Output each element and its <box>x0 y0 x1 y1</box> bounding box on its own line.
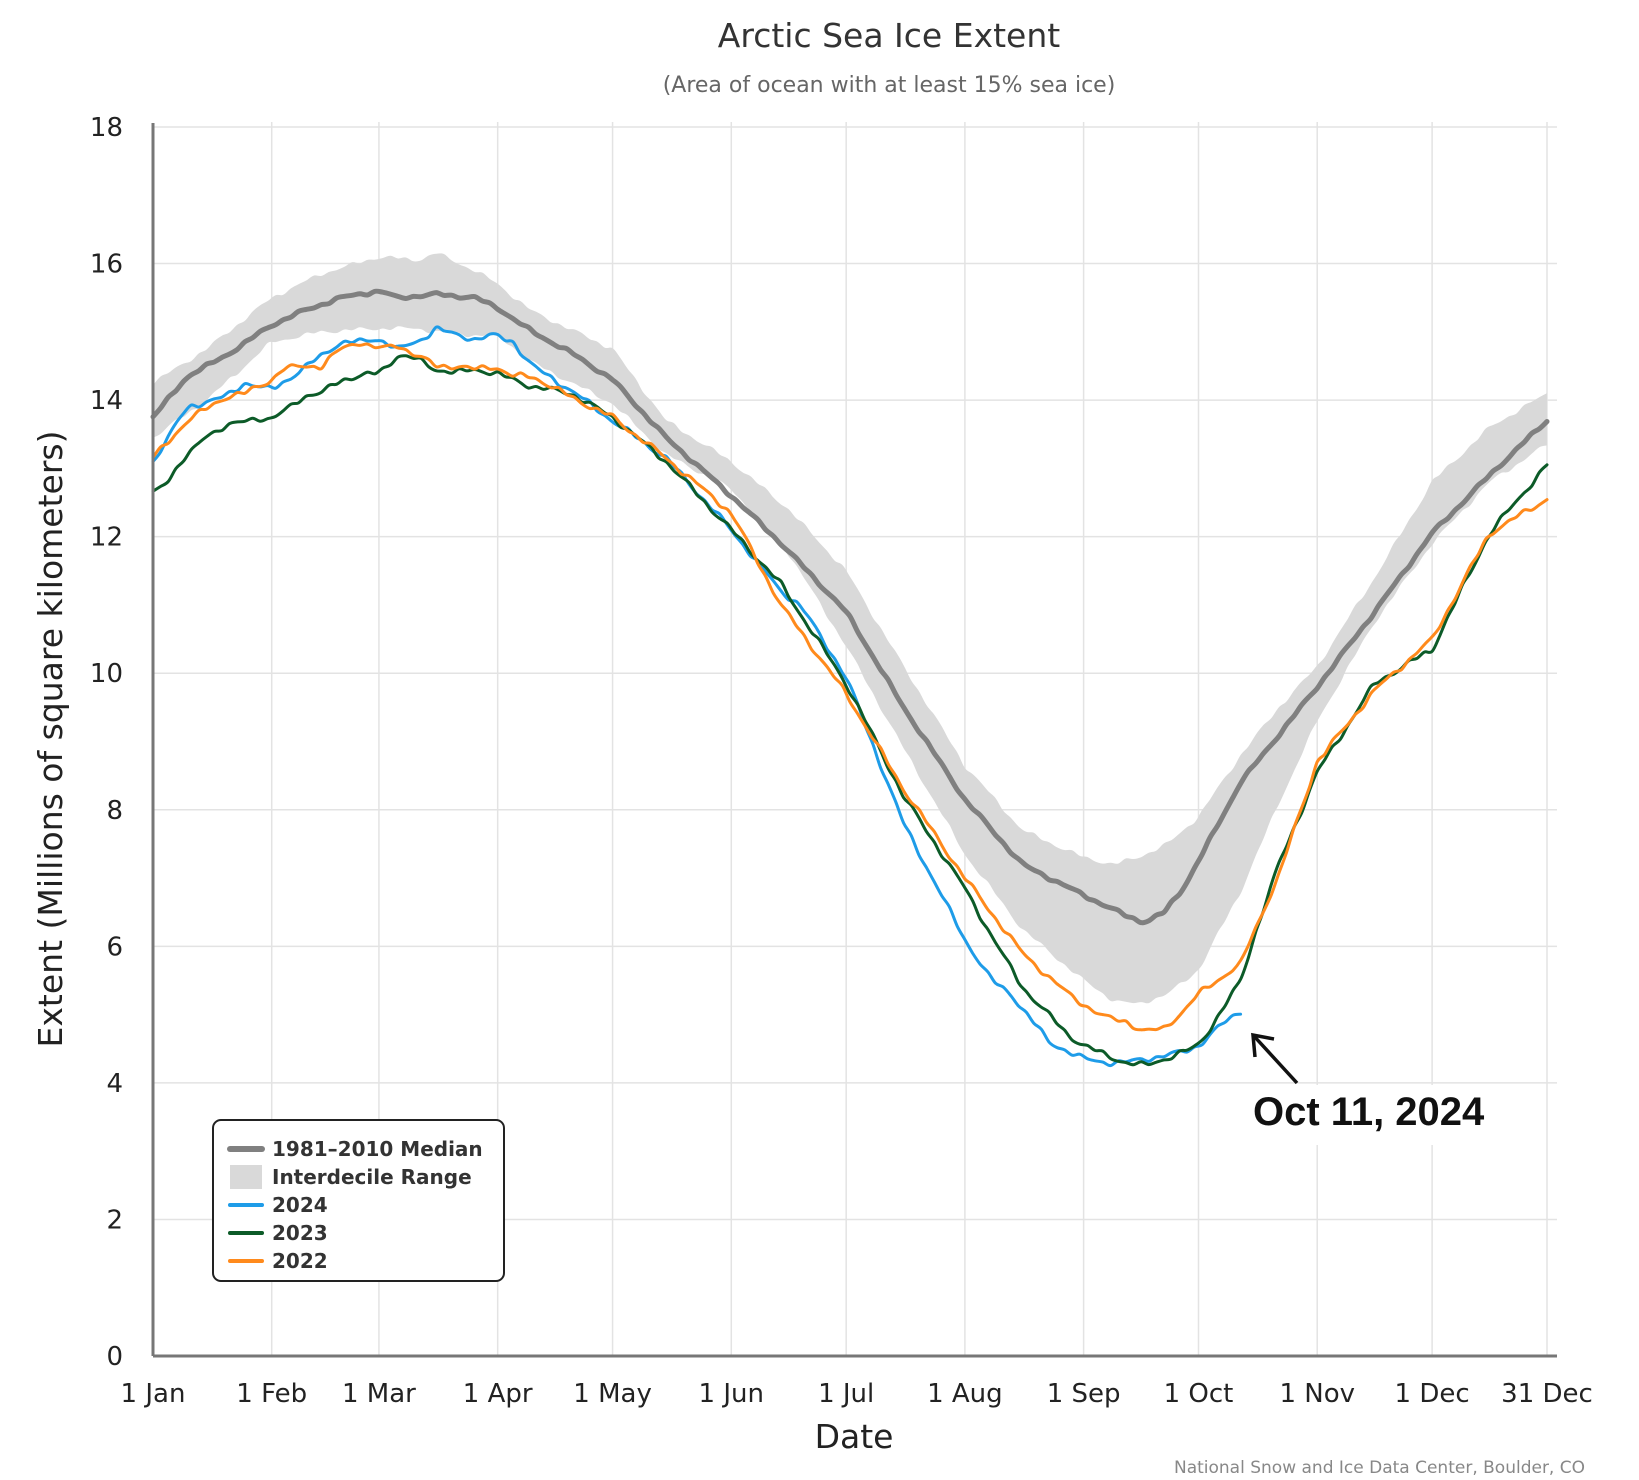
series-line-2023 <box>151 354 1549 1067</box>
y-tick-labels: 0 2 4 6 8 10 12 14 16 18 <box>90 113 123 1372</box>
x-tick-label: 1 Nov <box>1279 1379 1355 1409</box>
interdecile-range-band <box>153 253 1547 1004</box>
x-tick-label: 31 Dec <box>1501 1379 1593 1409</box>
x-tick-label: 1 Apr <box>463 1379 533 1409</box>
chart-title: Arctic Sea Ice Extent <box>718 16 1060 55</box>
legend: 1981–2010 Median Interdecile Range 2024 202… <box>212 1119 505 1282</box>
x-tick-label: 1 Aug <box>927 1379 1003 1409</box>
y-tick-label: 8 <box>106 796 123 826</box>
y-tick-label: 10 <box>90 659 123 689</box>
annotation: Oct 11, 2024 <box>1240 1032 1520 1145</box>
legend-swatch <box>230 1165 262 1189</box>
annotation-arrowhead <box>1251 1032 1275 1058</box>
y-tick-label: 14 <box>90 386 123 416</box>
y-tick-label: 16 <box>90 250 123 280</box>
y-tick-label: 4 <box>106 1069 123 1099</box>
y-tick-label: 18 <box>90 113 123 143</box>
x-tick-label: 1 Sep <box>1047 1379 1121 1409</box>
annotation-arrow <box>1251 1033 1299 1085</box>
series-layer <box>150 288 1550 1068</box>
legend-label: 2023 <box>272 1221 328 1245</box>
legend-label: 1981–2010 Median <box>272 1137 483 1161</box>
x-tick-label: 1 Jul <box>818 1379 874 1409</box>
credit-text: National Snow and Ice Data Center, Bould… <box>1174 1458 1585 1478</box>
annotation-label: Oct 11, 2024 <box>1253 1090 1485 1134</box>
x-tick-label: 1 Dec <box>1395 1379 1470 1409</box>
y-tick-label: 0 <box>106 1342 123 1372</box>
legend-label: 2024 <box>272 1193 328 1217</box>
annotation-background <box>1240 1085 1520 1145</box>
series-line-1981-2010-median <box>150 288 1550 926</box>
y-tick-label: 2 <box>106 1205 123 1235</box>
series-line-2022 <box>151 342 1549 1032</box>
x-tick-label: 1 Oct <box>1164 1379 1234 1409</box>
y-tick-label: 12 <box>90 523 123 553</box>
legend-label: Interdecile Range <box>272 1165 472 1189</box>
x-tick-label: 1 Feb <box>236 1379 307 1409</box>
x-tick-label: 1 Jan <box>121 1379 186 1409</box>
legend-label: 2022 <box>272 1249 328 1273</box>
x-axis-title: Date <box>815 1417 894 1456</box>
x-tick-label: 1 Mar <box>342 1379 416 1409</box>
legend-box <box>212 1119 505 1282</box>
x-tick-labels: 1 Jan 1 Feb 1 Mar 1 Apr 1 May 1 Jun 1 Jul 1 Aug… <box>121 1379 1593 1409</box>
interdecile-range-layer <box>153 253 1547 1004</box>
chart-subtitle: (Area of ocean with at least 15% sea ice… <box>663 73 1116 98</box>
y-axis-title: Extent (Millions of square kilometers) <box>31 431 70 1048</box>
x-tick-label: 1 May <box>573 1379 652 1409</box>
y-tick-label: 6 <box>106 932 123 962</box>
x-tick-label: 1 Jun <box>699 1379 764 1409</box>
